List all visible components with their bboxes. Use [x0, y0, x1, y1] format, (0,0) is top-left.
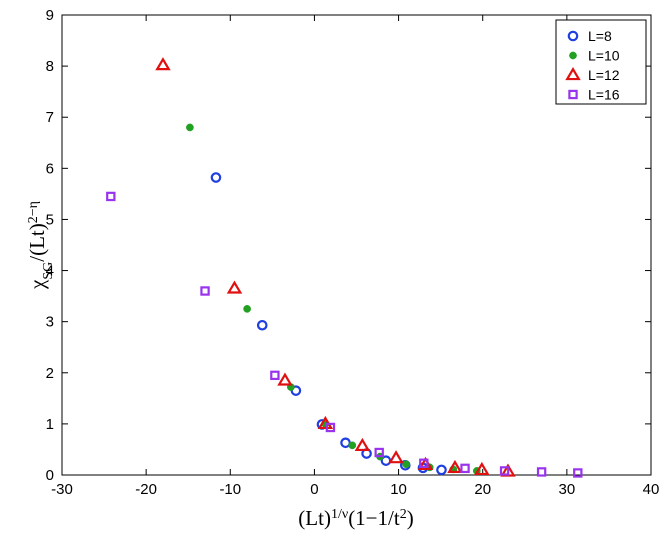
legend-label: L=12 [588, 67, 620, 83]
data-point [354, 437, 371, 452]
tick-labels: -30 -20 -10 0 10 20 30 40 0 1 2 3 4 5 6 7 8 9 [46, 7, 660, 498]
data-point [447, 459, 463, 474]
data-point [402, 460, 410, 469]
y-tick-label: 8 [46, 58, 54, 75]
axis-ticks [61, 14, 652, 476]
data-point [226, 280, 243, 294]
data-point [536, 467, 547, 477]
data-point [460, 463, 470, 474]
y-tick-label: 6 [46, 160, 54, 177]
y-axis-title-base: χ [25, 279, 49, 290]
y-axis-title-mid: /(Lt) [25, 223, 49, 261]
legend-marker [567, 30, 579, 42]
x-tick-label: -20 [135, 481, 157, 498]
x-tick-label: 30 [559, 481, 576, 498]
y-tick-label: 7 [46, 109, 54, 126]
legend-marker [569, 51, 577, 60]
x-tick-label: 10 [390, 481, 407, 498]
data-markers [106, 57, 583, 478]
x-axis-title-sup2: 2 [400, 507, 407, 522]
data-point [388, 450, 404, 464]
y-axis-title: χSG/(Lt)2−η [25, 201, 56, 290]
data-point [348, 441, 357, 450]
x-axis-title-sup: 1/ν [331, 507, 348, 522]
x-tick-label: 0 [310, 481, 318, 498]
legend-marker [565, 67, 581, 81]
data-point [499, 466, 510, 476]
data-point [270, 370, 280, 381]
legend-label: L=10 [588, 48, 620, 64]
y-tick-label: 9 [46, 7, 54, 24]
data-point [155, 57, 171, 71]
y-tick-label: 4 [46, 263, 54, 280]
y-tick-label: 0 [46, 467, 54, 484]
x-axis-title-end: ) [407, 506, 414, 530]
x-tick-label: 20 [474, 481, 491, 498]
plot-area [61, 14, 652, 476]
data-point [474, 461, 490, 476]
data-point [325, 422, 336, 433]
y-axis-title-sup: 2−η [26, 201, 41, 223]
legend: L=8 L=10 L=12 L=16 [555, 19, 647, 105]
data-point [200, 286, 210, 296]
y-tick-label: 1 [46, 416, 54, 433]
data-point [419, 458, 429, 468]
legend-label: L=8 [588, 28, 612, 44]
x-tick-label: -10 [219, 481, 241, 498]
series-L=16 [106, 191, 583, 478]
y-tick-label: 3 [46, 314, 54, 331]
data-point [243, 305, 251, 313]
y-tick-label: 5 [46, 211, 54, 228]
legend-label: L=16 [588, 87, 620, 103]
data-point [573, 468, 583, 478]
data-point [374, 447, 384, 458]
x-axis-title: (Lt)1/ν(1−1/t2) [298, 506, 413, 530]
y-axis-title-sub: SG [41, 262, 56, 280]
data-point [277, 372, 293, 386]
x-tick-label: 40 [643, 481, 660, 498]
x-axis-title-rest: (1−1/t [348, 506, 400, 530]
data-point [210, 172, 222, 183]
legend-marker [568, 89, 578, 100]
x-tick-label: -30 [51, 481, 73, 498]
data-point [106, 191, 116, 202]
x-axis-title-base: (Lt) [298, 506, 331, 530]
data-point [256, 319, 268, 331]
data-point [436, 464, 447, 476]
y-tick-label: 2 [46, 365, 54, 382]
data-point [186, 123, 194, 132]
